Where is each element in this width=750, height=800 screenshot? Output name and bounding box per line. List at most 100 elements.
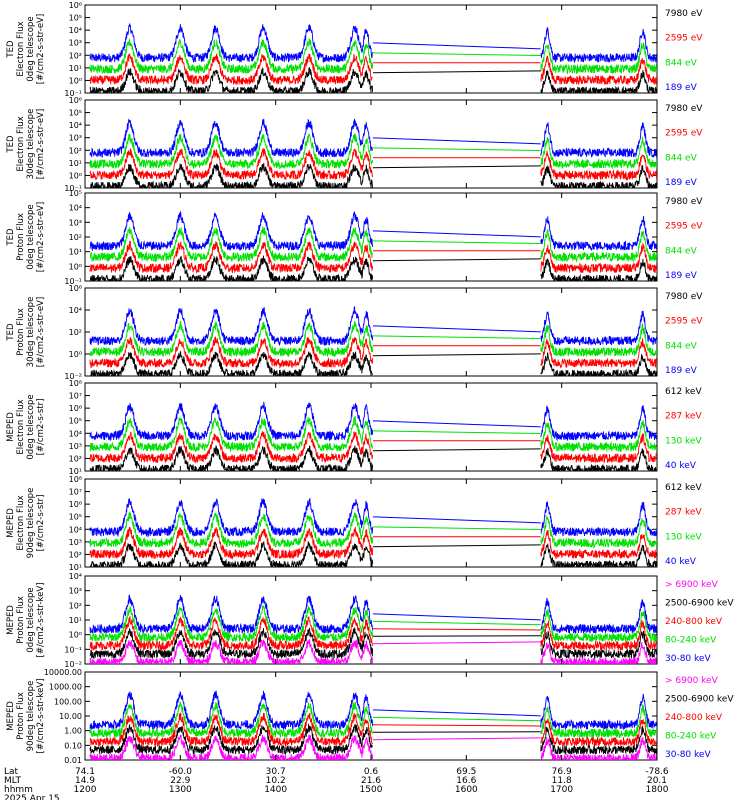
gap-connector bbox=[372, 613, 541, 621]
y-tick-label: 0.01 bbox=[64, 756, 82, 765]
y-axis-label: Electron Flux bbox=[16, 116, 26, 171]
y-axis-label: Proton Flux bbox=[16, 308, 26, 356]
y-axis-label: [#/cm2-s-str-keV] bbox=[36, 583, 46, 658]
gap-connector bbox=[372, 52, 541, 56]
y-axis-label: Proton Flux bbox=[16, 213, 26, 261]
gap-connector bbox=[372, 448, 541, 452]
y-tick-label: 10⁴ bbox=[69, 525, 82, 534]
y-axis-label: Proton Flux bbox=[16, 596, 26, 644]
time-tick-label: 1600 bbox=[455, 785, 478, 795]
series-trace bbox=[89, 627, 657, 661]
series-trace bbox=[89, 415, 657, 453]
y-tick-label: 10⁵ bbox=[69, 109, 82, 118]
series-trace bbox=[89, 67, 657, 93]
y-tick-label: 10000.00 bbox=[44, 668, 82, 677]
y-tick-label: 0.10 bbox=[64, 741, 82, 750]
series-trace bbox=[89, 527, 657, 560]
gap-connector bbox=[372, 628, 541, 631]
traces bbox=[89, 401, 657, 471]
y-tick-label: 10⁴ bbox=[69, 204, 82, 213]
y-tick-label: 10⁶ bbox=[69, 404, 82, 413]
x-row-label: Lat bbox=[4, 767, 19, 777]
gap-connector bbox=[372, 641, 541, 645]
y-tick-label: 10² bbox=[69, 146, 82, 155]
legend-entry: 7980 eV bbox=[665, 292, 703, 302]
lat-tick-label: 76.9 bbox=[552, 767, 572, 777]
y-tick-label: 10¹ bbox=[69, 159, 82, 168]
legend-entry: 189 eV bbox=[665, 271, 698, 281]
y-tick-label: 10⁴ bbox=[69, 26, 82, 35]
y-tick-label: 10⁶ bbox=[69, 284, 82, 293]
y-tick-label: 10⁰ bbox=[69, 631, 82, 640]
gap-connector bbox=[372, 325, 541, 333]
series-trace bbox=[89, 401, 657, 442]
mlt-tick-label: 10.2 bbox=[266, 776, 286, 786]
panel-2: 10⁻¹ 10⁰ 10¹ 10² 10³ 10⁴ 10⁵ 10⁶ TED Electron Flu… bbox=[6, 96, 703, 193]
legend-entry: 844 eV bbox=[665, 153, 698, 163]
legend-entry: > 6900 keV bbox=[665, 676, 719, 686]
y-tick-label: 10² bbox=[69, 550, 82, 559]
y-axis-label: TED bbox=[6, 228, 16, 247]
y-tick-label: 10⁻¹ bbox=[64, 89, 82, 98]
gap-connector bbox=[372, 353, 541, 357]
series-trace bbox=[90, 162, 657, 188]
y-tick-label: 10⁻¹ bbox=[64, 277, 82, 286]
y-axis-label: Electron Flux bbox=[16, 495, 26, 550]
series-trace bbox=[89, 431, 657, 464]
series-trace bbox=[89, 53, 657, 86]
y-tick-label: 10⁻¹ bbox=[64, 645, 82, 654]
legend-entry: 40 keV bbox=[665, 461, 697, 471]
lat-tick-label: 74.1 bbox=[75, 767, 95, 777]
time-tick-label: 1400 bbox=[264, 785, 287, 795]
gap-connector bbox=[372, 420, 541, 428]
y-tick-label: 10⁴ bbox=[69, 306, 82, 315]
lat-tick-label: 69.5 bbox=[456, 767, 476, 777]
y-tick-label: 100.00 bbox=[54, 697, 82, 706]
gap-connector bbox=[372, 526, 541, 530]
legend-entry: > 6900 keV bbox=[665, 580, 719, 590]
legend-entry: 287 keV bbox=[665, 412, 702, 422]
legend-entry: 189 eV bbox=[665, 178, 698, 188]
series-trace bbox=[89, 320, 657, 358]
lat-tick-label: -60.0 bbox=[169, 767, 193, 777]
series-trace bbox=[89, 604, 657, 643]
legend-entry: 2500-6900 keV bbox=[665, 599, 734, 609]
panel-1: 10⁻¹ 10⁰ 10¹ 10² 10³ 10⁴ 10⁵ 10⁶ TED Electron Flu… bbox=[6, 1, 703, 98]
y-tick-label: 10² bbox=[69, 328, 82, 337]
series-trace bbox=[89, 255, 657, 281]
traces bbox=[89, 306, 657, 376]
traces bbox=[89, 118, 657, 188]
legend-entry: 80-240 keV bbox=[665, 636, 717, 646]
gap-connector bbox=[372, 70, 541, 74]
legend-entry: 240-800 keV bbox=[665, 713, 723, 723]
y-tick-label: 10⁸ bbox=[69, 379, 82, 388]
y-axis-label: 0deg telescope bbox=[26, 204, 36, 269]
gap-connector bbox=[372, 544, 541, 548]
gap-connector bbox=[372, 737, 541, 741]
gap-connector bbox=[372, 716, 541, 722]
series-trace bbox=[89, 497, 657, 538]
y-tick-label: 10³ bbox=[69, 134, 82, 143]
y-tick-label: 10² bbox=[69, 454, 82, 463]
panel-8: 0.01 0.10 1.00 10.00 100.00 1000.00 10000.00 ME… bbox=[6, 668, 734, 765]
panel-3: 10⁻¹ 10⁰ 10¹ 10² 10³ 10⁴ 10⁵ TED Proton Flux 0deg… bbox=[6, 189, 703, 286]
y-tick-label: 10⁸ bbox=[69, 475, 82, 484]
series-trace bbox=[89, 615, 657, 651]
y-axis-label: 0deg telescope bbox=[26, 394, 36, 459]
y-tick-label: 10⁶ bbox=[69, 1, 82, 10]
y-axis-label: Electron Flux bbox=[16, 21, 26, 76]
y-tick-label: 10³ bbox=[69, 587, 82, 596]
y-tick-label: 10⁰ bbox=[69, 76, 82, 85]
legend-entry: 40 keV bbox=[665, 557, 697, 567]
series-trace bbox=[89, 701, 657, 739]
y-tick-label: 10.00 bbox=[59, 712, 82, 721]
series-trace bbox=[89, 444, 657, 471]
y-tick-label: 1000.00 bbox=[49, 683, 82, 692]
y-axis-label: 90deg telescope bbox=[26, 681, 36, 752]
legend-entry: 2595 eV bbox=[665, 34, 703, 44]
traces bbox=[89, 23, 657, 93]
y-tick-label: 10¹ bbox=[69, 563, 82, 572]
series-trace bbox=[89, 540, 657, 567]
